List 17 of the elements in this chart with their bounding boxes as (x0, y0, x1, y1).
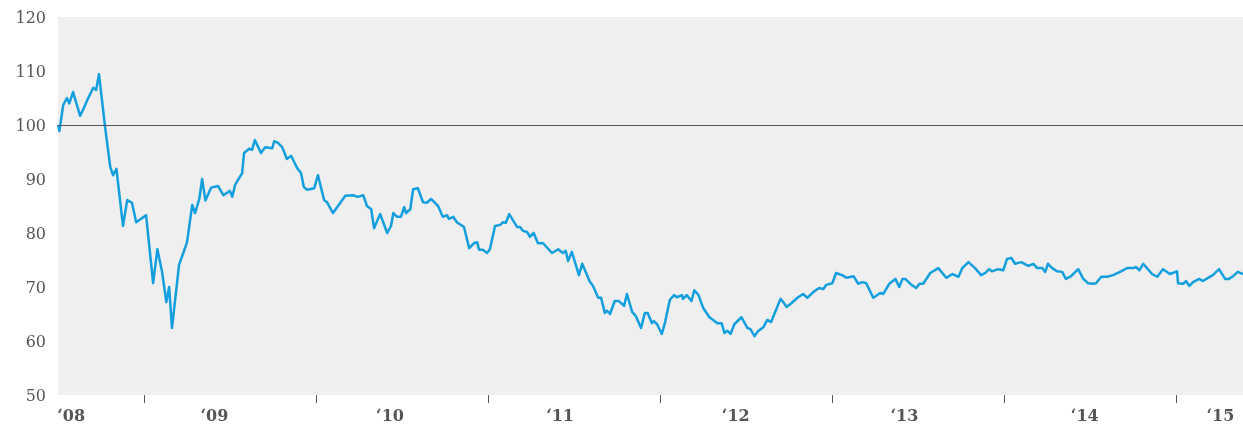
x-tick-label: ‘09 (200, 405, 229, 425)
y-tick-label: 120 (15, 7, 46, 27)
x-tick-label: ‘12 (721, 405, 750, 425)
x-tick-label: ‘11 (546, 405, 574, 425)
y-tick-label: 100 (15, 115, 46, 135)
x-tick-label: ‘08 (57, 405, 86, 425)
x-tick-label: ‘10 (376, 405, 404, 425)
y-tick-label: 90 (25, 169, 46, 189)
y-tick-label: 70 (25, 277, 46, 297)
x-tick-label: ‘13 (890, 405, 919, 425)
x-tick-label: ‘14 (1070, 405, 1099, 425)
y-tick-label: 60 (25, 331, 46, 351)
y-tick-label: 50 (25, 385, 46, 405)
x-tick-label: ‘15 (1206, 405, 1235, 425)
line-series (56, 72, 1243, 338)
y-tick-label: 80 (25, 223, 46, 243)
y-tick-label: 110 (15, 61, 46, 81)
